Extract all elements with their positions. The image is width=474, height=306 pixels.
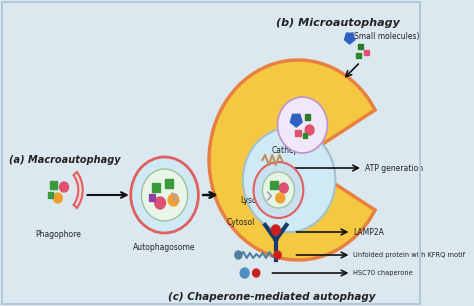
Bar: [48, 192, 54, 198]
Bar: [305, 114, 310, 120]
Text: (Small molecules): (Small molecules): [351, 32, 420, 41]
Bar: [365, 50, 369, 54]
Text: (a) Macroautophagy: (a) Macroautophagy: [9, 155, 120, 165]
Polygon shape: [290, 114, 302, 127]
Bar: [152, 182, 160, 192]
Bar: [149, 193, 155, 200]
Text: Unfolded protein with KFRQ motif: Unfolded protein with KFRQ motif: [353, 252, 465, 258]
Circle shape: [54, 193, 62, 203]
Bar: [356, 53, 361, 58]
Text: LAMP2A: LAMP2A: [353, 227, 384, 237]
Text: Cytosol: Cytosol: [227, 218, 255, 226]
Text: Cathepsin: Cathepsin: [271, 145, 310, 155]
Text: Phagophore: Phagophore: [35, 230, 81, 239]
Circle shape: [253, 269, 260, 277]
Circle shape: [276, 193, 285, 203]
Bar: [271, 181, 278, 189]
Wedge shape: [209, 60, 375, 260]
Circle shape: [235, 251, 242, 259]
Bar: [295, 130, 301, 136]
Circle shape: [305, 125, 314, 135]
Bar: [358, 43, 363, 48]
Circle shape: [254, 162, 303, 218]
Circle shape: [60, 182, 69, 192]
Circle shape: [278, 97, 328, 153]
Circle shape: [131, 157, 199, 233]
Text: Lysosome: Lysosome: [240, 196, 277, 204]
Text: (c) Chaperone-mediated autophagy: (c) Chaperone-mediated autophagy: [168, 292, 375, 302]
Text: ATP generation: ATP generation: [365, 163, 423, 173]
Circle shape: [155, 197, 165, 209]
Text: Autophagosome: Autophagosome: [133, 243, 196, 252]
Circle shape: [274, 251, 281, 259]
Bar: [303, 132, 307, 137]
Circle shape: [240, 268, 249, 278]
Bar: [165, 178, 173, 188]
Bar: [50, 181, 57, 189]
Circle shape: [271, 225, 280, 235]
Text: (b) Microautophagy: (b) Microautophagy: [276, 18, 400, 28]
Circle shape: [243, 128, 336, 232]
Circle shape: [263, 172, 294, 208]
Circle shape: [141, 169, 188, 221]
Wedge shape: [73, 172, 83, 208]
Circle shape: [168, 194, 179, 206]
Text: HSC70 chaperone: HSC70 chaperone: [353, 270, 413, 276]
Circle shape: [279, 183, 288, 193]
Polygon shape: [345, 33, 355, 44]
